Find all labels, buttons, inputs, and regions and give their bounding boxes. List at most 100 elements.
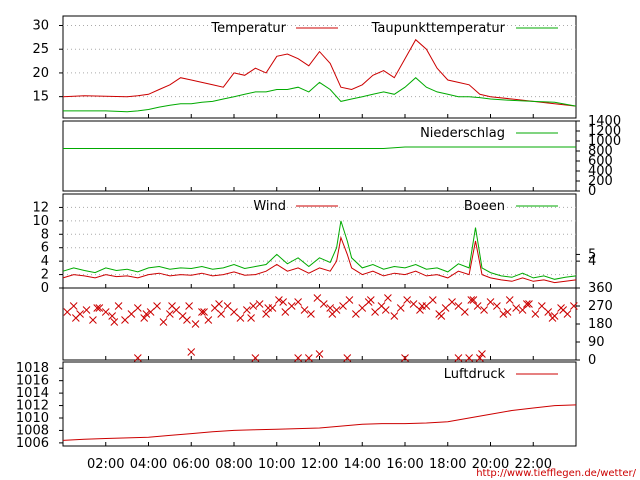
panel-3-marker <box>101 308 110 316</box>
panel-3-marker <box>146 308 155 316</box>
panel-3-marker <box>460 308 469 316</box>
source-url: http://www.tiefflegen.de/wetter/ <box>476 468 636 479</box>
panel-3-marker <box>396 304 405 312</box>
panel-3-marker <box>493 302 501 310</box>
panel-1-series-0-line <box>63 146 576 149</box>
panel-4-ytick-label: 1006 <box>16 436 49 451</box>
panel-3-marker <box>570 302 578 310</box>
panel-3-marker <box>469 296 478 304</box>
x-axis-label: 22:00 <box>515 457 552 472</box>
panel-0-ytick-label: 30 <box>32 18 49 33</box>
panel-3-marker <box>191 320 200 328</box>
panel-3-marker <box>262 310 270 318</box>
panel-3-marker <box>307 310 315 318</box>
x-axis-label: 18:00 <box>429 457 466 472</box>
panel-3-marker <box>142 310 151 318</box>
panel-2-ytick-right-label: 5 <box>588 247 596 262</box>
panel-3-marker <box>255 300 264 308</box>
panel-3-marker <box>217 310 226 318</box>
panel-3-ytick-right-label: 360 <box>588 281 613 296</box>
panel-0-series-1-line <box>63 77 577 113</box>
panel-2-ytick-label: 12 <box>32 200 49 215</box>
panel-4-legend-label: Luftdruck <box>444 367 506 382</box>
panel-3-ytick-right-label: 270 <box>588 299 613 314</box>
x-axis-label: 04:00 <box>130 457 167 472</box>
panel-3-ytick-right-label: 90 <box>588 335 605 350</box>
panel-3-marker <box>315 350 324 358</box>
panel-3-marker <box>339 302 347 310</box>
panel-3-marker <box>168 302 176 310</box>
panel-3-marker <box>204 316 213 324</box>
panel-0-ytick-label: 20 <box>32 66 49 81</box>
panel-3-marker <box>236 314 245 322</box>
panel-2-ytick-right-label: 4 <box>588 254 596 269</box>
panel-3-marker <box>300 306 309 314</box>
panel-3-marker <box>531 310 540 318</box>
panel-3-marker <box>110 318 119 326</box>
panel-3-marker <box>475 354 484 362</box>
panel-0-legend-label: Taupunkttemperatur <box>371 21 506 36</box>
panel-3-marker <box>366 296 375 304</box>
panel-4-ytick-label: 1010 <box>16 411 49 426</box>
panel-3-marker <box>140 314 149 322</box>
panel-1-ytick-right-label: 1000 <box>588 134 621 149</box>
panel-3-frame <box>62 287 577 361</box>
panel-2-ytick-label: 2 <box>41 268 49 283</box>
panel-3-marker <box>71 314 80 322</box>
panel-3-marker <box>133 304 142 312</box>
panel-3-marker <box>242 306 251 314</box>
panel-3-marker <box>198 308 206 316</box>
panel-3-marker <box>548 314 557 322</box>
panel-1-ytick-right-label: 1200 <box>588 124 621 139</box>
panel-1-ytick-right-label: 600 <box>588 154 613 169</box>
panel-3-marker <box>473 302 482 310</box>
panel-2-legend-label: Wind <box>253 199 286 214</box>
panel-3-marker <box>428 296 437 304</box>
panel-3-marker <box>505 296 514 304</box>
panel-4-series-0-line <box>62 404 577 441</box>
panel-3-marker <box>384 294 392 302</box>
panel-3-marker <box>63 308 72 316</box>
x-axis-label: 08:00 <box>215 457 252 472</box>
panel-3-marker <box>328 310 337 318</box>
panel-3-marker <box>467 296 476 304</box>
panel-3-marker <box>522 300 531 308</box>
panel-3-marker <box>251 354 260 362</box>
x-axis-label: 12:00 <box>301 457 338 472</box>
panel-4-ytick-label: 1014 <box>16 386 49 401</box>
panel-3-marker <box>403 296 411 304</box>
panel-2-legend-label: Boeen <box>464 199 505 214</box>
panel-1-ytick-right-label: 1400 <box>588 114 621 129</box>
panel-3-marker <box>537 302 546 310</box>
panel-3-marker <box>166 310 174 318</box>
panel-3-marker <box>478 350 486 358</box>
panel-3-marker <box>127 310 136 318</box>
x-axis-label: 20:00 <box>472 457 509 472</box>
panel-3-marker <box>304 354 313 362</box>
panel-3-marker <box>409 300 418 308</box>
panel-3-marker <box>264 304 273 312</box>
panel-3-marker <box>223 302 232 310</box>
panel-2-ytick-label: 8 <box>41 227 49 242</box>
x-axis-label: 06:00 <box>173 457 210 472</box>
panel-3-marker <box>326 304 335 312</box>
panel-3-marker <box>401 354 409 362</box>
panel-3-marker <box>159 318 168 326</box>
panel-3-marker <box>441 304 450 312</box>
panel-3-marker <box>281 308 290 316</box>
x-axis-label: 14:00 <box>344 457 381 472</box>
panel-3-marker <box>187 348 196 356</box>
panel-3-marker <box>486 298 495 306</box>
panel-2-series-0-line <box>62 235 577 284</box>
panel-3-marker <box>275 296 283 304</box>
panel-3-marker <box>153 302 161 310</box>
panel-3-marker <box>480 306 488 314</box>
panel-3-marker <box>294 298 302 306</box>
panel-3-marker <box>215 300 223 308</box>
panel-0-ytick-label: 25 <box>32 42 49 57</box>
panel-3-marker <box>82 306 91 314</box>
panel-1-ytick-right-label: 800 <box>588 144 613 159</box>
panel-3-marker <box>437 312 446 320</box>
panel-3-marker <box>525 300 533 308</box>
panel-0-ytick-label: 15 <box>32 90 49 105</box>
